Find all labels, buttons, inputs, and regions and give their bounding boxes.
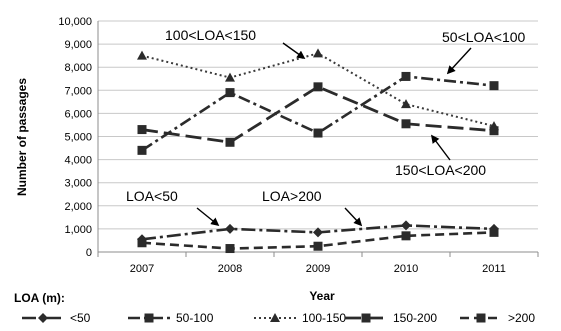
x-tick-label: 2007: [130, 263, 154, 275]
data-point: [401, 231, 411, 241]
data-point: [401, 99, 411, 109]
x-tick-labels: 2007 2008 2009 2010 2011: [130, 263, 506, 275]
legend-marker: [38, 313, 48, 323]
series-lt50: [137, 220, 499, 245]
y-tick-label: 4,000: [64, 155, 92, 167]
y-tick-labels: 0 1,000 2,000 3,000 4,000 5,000 6,000 7,000 8,00…: [58, 16, 92, 259]
series-line: [141, 85, 495, 144]
legend-marker: [270, 313, 280, 322]
data-point: [401, 119, 411, 129]
x-tick-label: 2010: [394, 263, 418, 275]
data-point: [313, 82, 323, 92]
data-point: [137, 50, 147, 60]
y-axis-title: Number of passages: [15, 78, 29, 196]
data-point: [225, 72, 235, 82]
y-tick-label: 6,000: [64, 108, 92, 120]
y-tick-label: 9,000: [64, 39, 92, 51]
legend-item-50-100: 50-100: [128, 311, 214, 325]
legend-marker: [144, 313, 154, 323]
series-150-200: [137, 82, 499, 147]
legend-marker: [361, 313, 371, 323]
annotation-label: 150<LOA<200: [395, 162, 486, 178]
y-tick-label: 5,000: [64, 132, 92, 144]
data-point: [225, 137, 235, 147]
legend-item-lt50: <50: [22, 311, 91, 325]
x-tick-label: 2008: [218, 263, 242, 275]
annotation-label: LOA>200: [262, 188, 322, 204]
y-tick-label: 8,000: [64, 62, 92, 74]
data-point: [137, 125, 147, 135]
data-point: [137, 145, 147, 155]
x-tick-label: 2009: [306, 263, 330, 275]
legend-item-100-150: 100-150: [254, 311, 346, 325]
series-lines: [137, 48, 499, 254]
annotation-arrow: [446, 47, 472, 75]
x-tick-label: 2011: [482, 263, 506, 275]
data-point: [313, 128, 323, 138]
data-point: [313, 48, 323, 58]
legend-marker: [476, 313, 486, 323]
data-point: [401, 220, 411, 231]
annotation-arrow: [430, 134, 451, 161]
data-point: [489, 126, 499, 136]
data-point: [313, 241, 323, 251]
annotation-label: 100<LOA<150: [165, 27, 256, 43]
y-tick-label: 2,000: [64, 201, 92, 213]
legend-label: <50: [70, 311, 91, 325]
legend: LOA (m): <50 50-100 100-150 150-200 >200: [14, 291, 535, 325]
y-tick-label: 10,000: [58, 16, 92, 28]
legend-label: 100-150: [302, 311, 346, 325]
data-point: [137, 238, 147, 248]
series-50-100: [137, 71, 499, 155]
legend-label: 50-100: [176, 311, 214, 325]
annotations: 100<LOA<150 50<LOA<100 150<LOA<200 LOA<50 LO…: [126, 27, 526, 227]
data-point: [225, 223, 235, 234]
legend-label: 150-200: [393, 311, 437, 325]
annotation-arrow: [282, 42, 306, 59]
data-point: [225, 244, 235, 254]
y-tick-label: 1,000: [64, 224, 92, 236]
y-tick-label: 7,000: [64, 85, 92, 97]
annotation-label: 50<LOA<100: [442, 29, 526, 45]
legend-item-150-200: 150-200: [345, 311, 437, 325]
data-point: [489, 81, 499, 91]
y-tick-label: 3,000: [64, 178, 92, 190]
annotation-arrow: [344, 207, 363, 227]
legend-title: LOA (m):: [14, 291, 65, 305]
data-point: [225, 88, 235, 98]
series-gt200: [137, 227, 499, 254]
legend-item-gt200: >200: [460, 311, 535, 325]
y-tick-label: 0: [86, 247, 92, 259]
data-point: [313, 227, 323, 238]
annotation-label: LOA<50: [126, 188, 178, 204]
data-point: [489, 227, 499, 237]
x-axis-title: Year: [309, 289, 335, 303]
legend-label: >200: [508, 311, 535, 325]
data-point: [401, 71, 411, 81]
annotation-arrow: [196, 207, 220, 227]
